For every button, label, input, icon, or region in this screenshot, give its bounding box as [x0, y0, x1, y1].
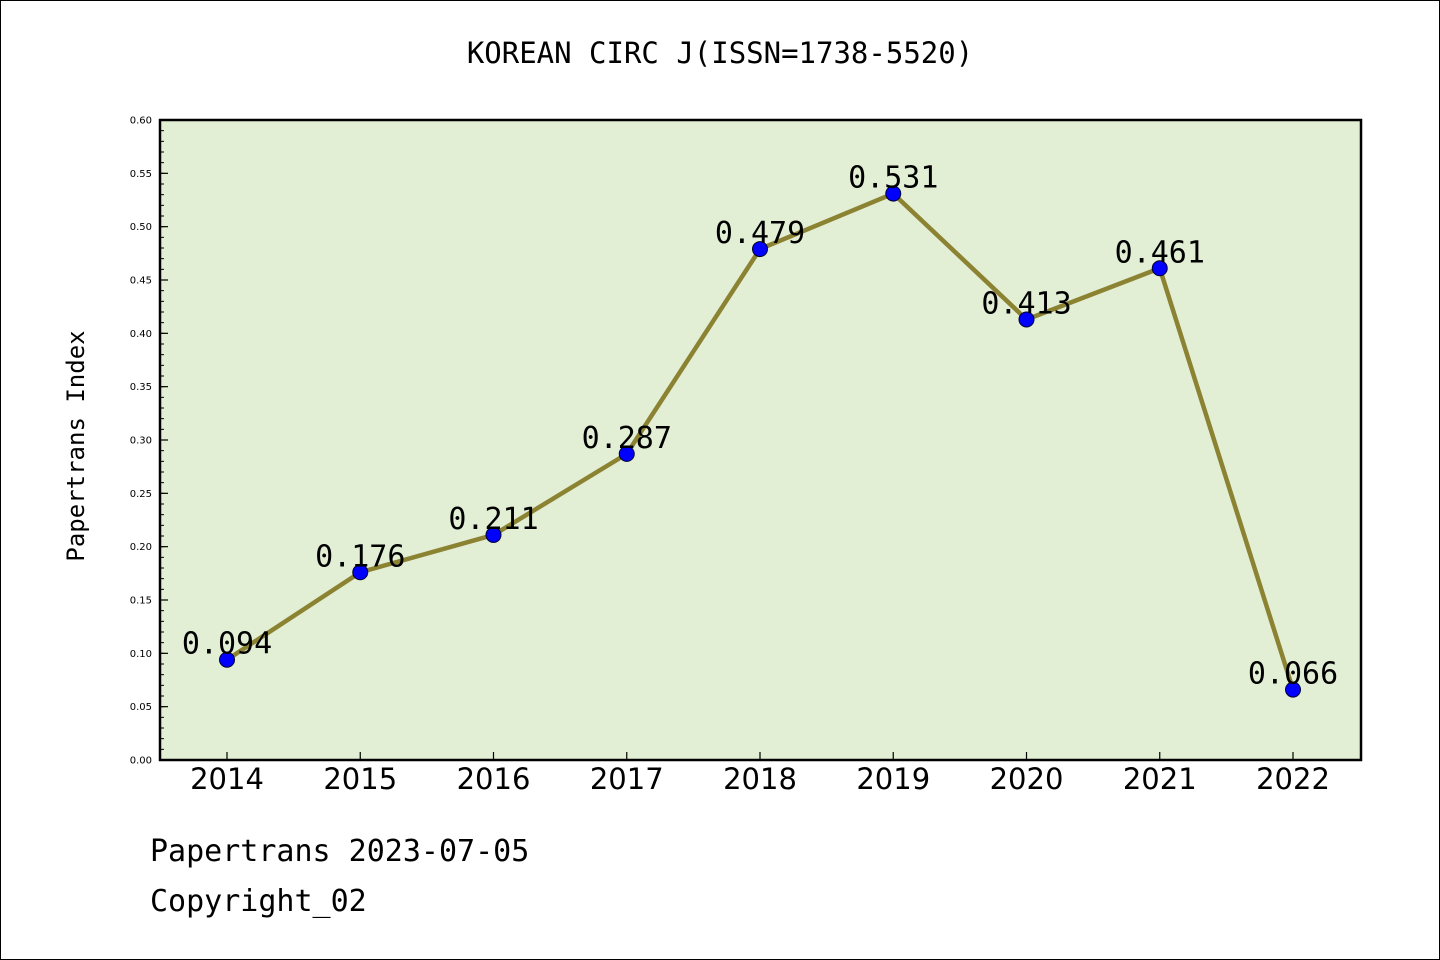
data-point	[1018, 311, 1035, 328]
y-tick-label: 0.40	[130, 329, 152, 340]
y-tick-label: 0.55	[130, 169, 152, 180]
y-axis-label: Papertrans Index	[62, 330, 90, 561]
data-point	[618, 445, 635, 462]
chart-title: KOREAN CIRC J(ISSN=1738-5520)	[466, 36, 974, 70]
y-tick-label: 0.60	[130, 116, 152, 127]
plot-border	[158, 118, 1363, 762]
x-tick-label: 2014	[190, 762, 264, 796]
x-tick-label: 2015	[323, 762, 397, 796]
x-tick-label: 2022	[1256, 762, 1330, 796]
y-tick-label: 0.15	[130, 596, 152, 607]
data-point	[885, 185, 902, 202]
data-label: 0.461	[1115, 235, 1205, 270]
x-tick-label: 2016	[457, 762, 531, 796]
data-point	[1151, 260, 1168, 277]
x-tick-label: 2021	[1123, 762, 1197, 796]
x-tick-label: 2020	[990, 762, 1064, 796]
footer-date: Papertrans 2023-07-05	[150, 834, 530, 869]
data-point	[485, 526, 502, 543]
data-point	[219, 651, 235, 668]
x-ticks: 2014 2015 2016 2017 2018 2019 2020 2021 2022	[190, 752, 1330, 796]
data-label: 0.094	[182, 627, 272, 662]
markers	[219, 185, 1301, 698]
y-tick-label: 0.25	[130, 489, 152, 500]
y-major-ticks: 0.00 0.05 0.10 0.15 0.20 0.25 0.30 0.35 0.40 0.45…	[130, 116, 168, 767]
data-label: 0.066	[1248, 657, 1338, 692]
data-label: 0.176	[315, 539, 405, 574]
data-point	[352, 564, 369, 581]
y-tick-label: 0.00	[130, 756, 152, 767]
x-tick-label: 2017	[590, 762, 664, 796]
data-label: 0.413	[981, 286, 1071, 321]
data-point	[1285, 681, 1301, 698]
y-tick-label: 0.50	[130, 222, 152, 233]
plot-area	[160, 120, 1361, 760]
footer-copyright: Copyright_02	[150, 884, 367, 919]
data-label: 0.531	[848, 161, 938, 196]
value-labels: 0.094 0.176 0.211 0.287 0.479 0.531 0.413 0.461…	[182, 161, 1338, 692]
data-label: 0.211	[448, 502, 538, 537]
data-label: 0.479	[715, 216, 805, 251]
y-tick-label: 0.30	[130, 436, 152, 447]
y-tick-label: 0.20	[130, 542, 152, 553]
data-label: 0.287	[582, 421, 672, 456]
x-tick-label: 2018	[723, 762, 797, 796]
y-tick-label: 0.10	[130, 649, 152, 660]
y-tick-label: 0.35	[130, 382, 152, 393]
y-tick-label: 0.05	[130, 702, 152, 713]
x-tick-label: 2019	[856, 762, 930, 796]
y-tick-label: 0.45	[130, 276, 152, 287]
data-point	[752, 241, 768, 258]
